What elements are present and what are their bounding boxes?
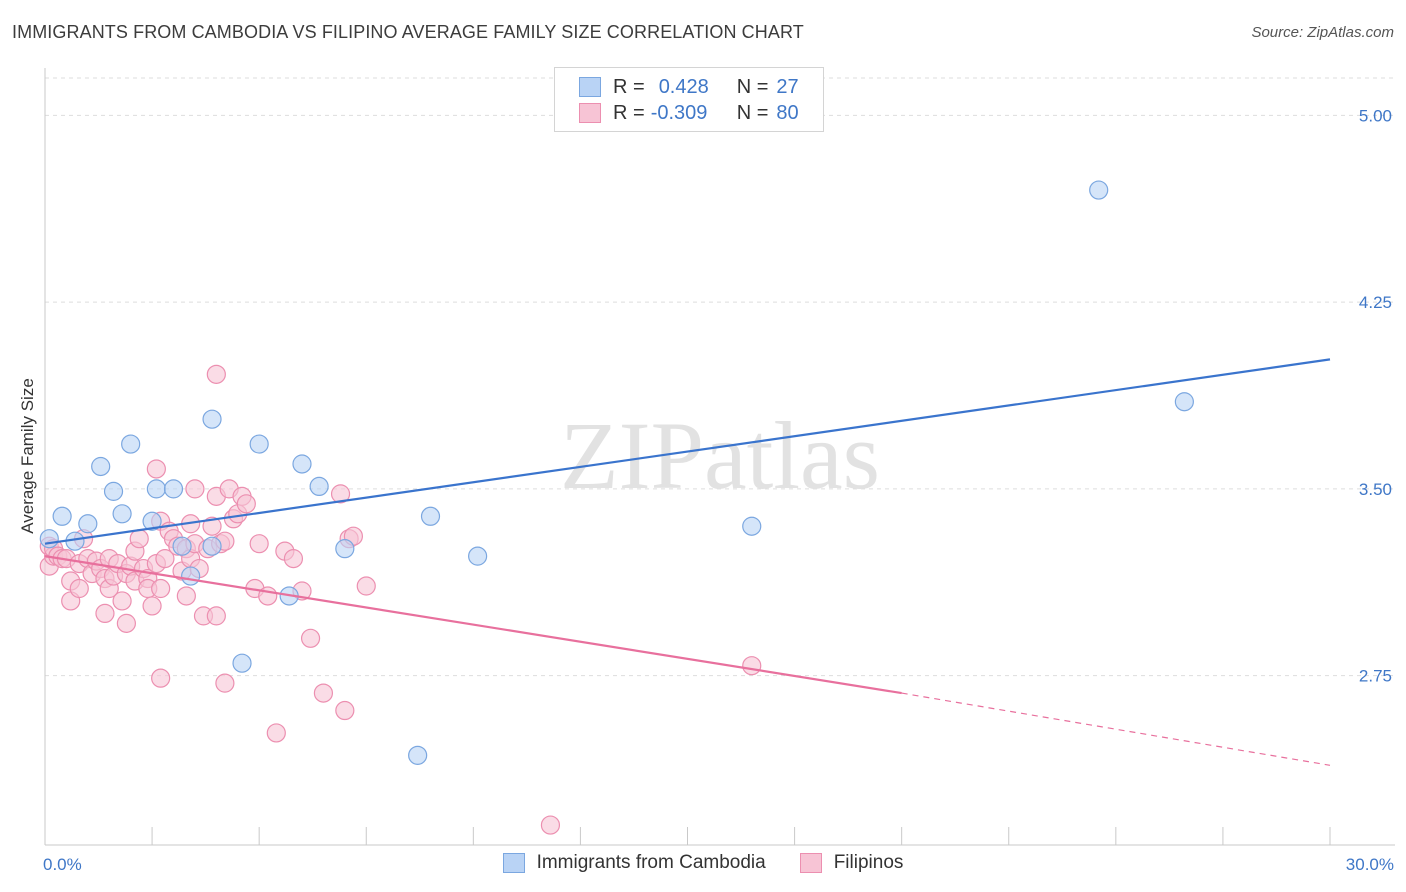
trend-lines (44, 358, 1331, 766)
cambodia-trend-line (44, 358, 1331, 545)
cambodia-point (163, 479, 184, 499)
r-value: -0.309 (650, 101, 708, 124)
cambodia-point (142, 511, 162, 531)
cambodia-point (232, 653, 252, 673)
n-label: N = (736, 75, 769, 98)
filipino-point (69, 578, 89, 599)
cambodia-point (408, 745, 428, 765)
filipino-point (249, 534, 269, 554)
filipino-point (330, 484, 351, 504)
r-label: R = (613, 75, 645, 98)
filipino-point (185, 479, 205, 499)
pink-swatch (579, 103, 601, 123)
filipino-point (356, 576, 376, 596)
filipino-point (742, 656, 762, 676)
legend-label: Filipinos (833, 852, 904, 873)
watermark: ZIPatlas (560, 402, 880, 509)
chart-title: IMMIGRANTS FROM CAMBODIA VS FILIPINO AVE… (12, 22, 804, 42)
series-legend: Immigrants from Cambodia Filipinos (0, 852, 1406, 874)
cambodia-point (335, 539, 355, 559)
y-axis-label: Average Family Size (18, 378, 37, 534)
legend-row-filipinos: R = -0.309 N = 80 (579, 101, 799, 125)
cambodia-point (39, 529, 59, 549)
filipino-point (266, 723, 286, 743)
filipino-point (95, 603, 115, 624)
source-label: Source: ZipAtlas.com (1251, 24, 1394, 41)
x-tick-label: 0.0% (43, 855, 82, 874)
filipino-point (283, 549, 304, 569)
legend-item-filipinos: Filipinos (799, 852, 904, 874)
cambodia-point (742, 516, 762, 536)
y-tick-label: 2.75 (1359, 667, 1392, 686)
cambodia-point (202, 409, 222, 429)
filipino-point (112, 591, 132, 611)
cambodia-point (112, 504, 132, 524)
y-tick-label: 4.25 (1359, 293, 1392, 312)
cambodia-point (172, 536, 192, 556)
filipino-point (151, 578, 171, 599)
n-value: 80 (776, 101, 799, 124)
filipino-point (116, 613, 136, 633)
filipino-trend-extension (901, 692, 1331, 766)
filipino-point (236, 494, 256, 514)
filipino-trend-line (44, 555, 902, 695)
n-label: N = (736, 101, 769, 124)
blue-swatch (579, 77, 601, 97)
filipino-point (129, 529, 149, 549)
n-value: 27 (776, 75, 799, 98)
filipino-point (540, 815, 561, 835)
filipino-point (313, 683, 334, 703)
cambodia-point (121, 434, 141, 454)
cambodia-point (146, 479, 166, 499)
y-tick-label: 5.00 (1359, 106, 1392, 125)
filipino-point (335, 700, 355, 721)
filipino-point (202, 516, 222, 536)
filipino-point (155, 549, 175, 569)
cambodia-point (468, 546, 488, 566)
cambodia-point (52, 506, 72, 526)
cambodia-point (91, 456, 111, 477)
x-tick-label: 30.0% (1346, 855, 1394, 874)
r-label: R = (613, 101, 645, 124)
axes: 2.75 3.50 4.25 5.00 0.0% 30.0% (43, 68, 1395, 874)
cambodia-point (1089, 180, 1109, 200)
r-value: 0.428 (658, 75, 709, 98)
filipino-point (151, 668, 171, 688)
legend-item-cambodia: Immigrants from Cambodia (502, 852, 766, 874)
cambodia-point (309, 476, 329, 497)
legend-label: Immigrants from Cambodia (536, 852, 766, 873)
y-tick-label: 3.50 (1359, 480, 1392, 499)
cambodia-point (78, 514, 98, 534)
blue-swatch (502, 853, 525, 873)
filipino-point (206, 606, 226, 626)
cambodia-point (292, 454, 312, 474)
pink-swatch (799, 853, 822, 873)
legend-row-cambodia: R = 0.428 N = 27 (579, 75, 799, 99)
cambodia-point (1174, 392, 1194, 412)
filipino-point (146, 459, 166, 479)
cambodia-point (249, 434, 269, 454)
filipino-point (206, 364, 226, 384)
filipino-point (300, 628, 321, 648)
filipino-point (142, 596, 162, 616)
filipino-point (176, 586, 196, 606)
data-points (39, 180, 1194, 835)
cambodia-point (103, 481, 124, 501)
cambodia-point (202, 536, 222, 556)
cambodia-point (420, 506, 441, 526)
cambodia-point (181, 566, 201, 586)
correlation-legend: R = 0.428 N = 27 R = -0.309 N = 80 (554, 67, 824, 132)
filipino-point (215, 673, 235, 693)
